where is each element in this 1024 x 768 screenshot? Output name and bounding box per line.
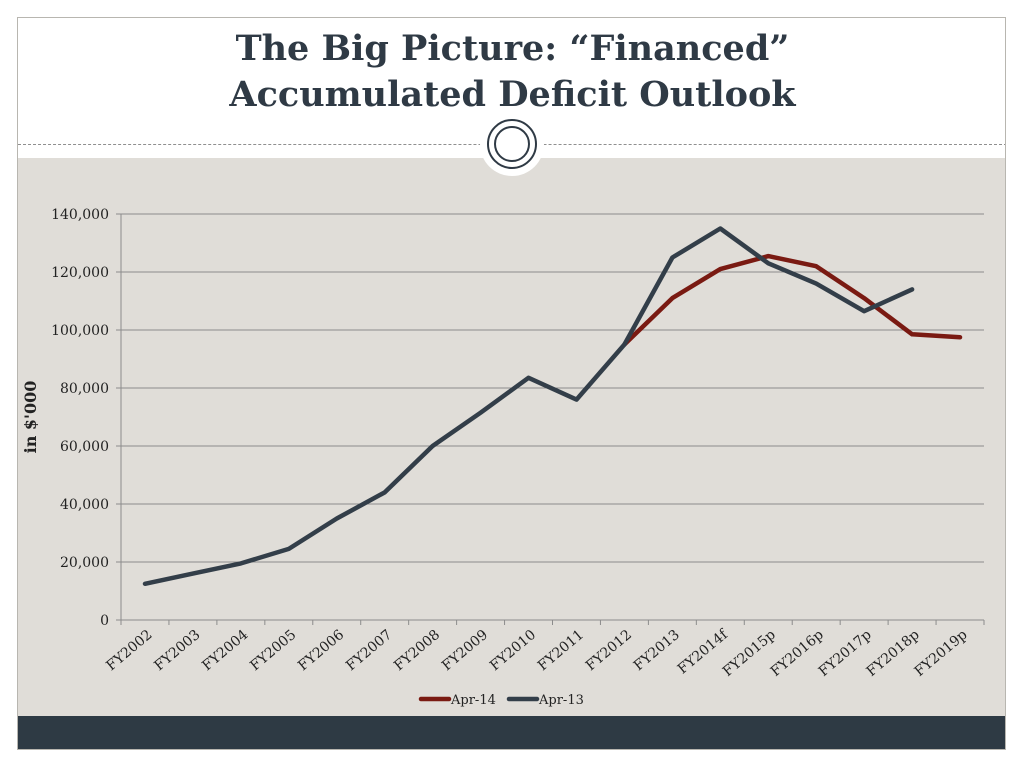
x-tick-label: FY2019p (912, 627, 971, 680)
x-tick-label: FY2003 (151, 627, 203, 674)
x-tick-label: FY2017p (816, 627, 875, 680)
x-tick-label: FY2009 (439, 627, 491, 674)
series-line-apr-14 (622, 253, 963, 347)
x-tick-label: FY2012 (583, 627, 635, 674)
y-axis-label: in $'000 (21, 381, 40, 454)
y-tick-label: 100,000 (51, 323, 109, 339)
y-tick-label: 0 (100, 613, 109, 629)
y-tick-label: 80,000 (60, 381, 109, 397)
footer-bar (18, 716, 1005, 749)
x-tick-label: FY2016p (768, 627, 827, 680)
x-tick-label: FY2006 (295, 627, 347, 674)
y-tick-label: 120,000 (51, 265, 109, 281)
slide-title-line-2: Accumulated Deficit Outlook (229, 74, 796, 115)
y-tick-label: 40,000 (60, 497, 109, 513)
gridlines (121, 213, 984, 563)
legend: Apr-14 Apr-13 (418, 693, 584, 708)
x-tick-label: FY2018p (864, 627, 923, 680)
legend-label-apr-13: Apr-13 (538, 693, 584, 708)
x-tick-label: FY2007 (343, 627, 395, 674)
axes (116, 213, 985, 625)
x-tick-label: FY2008 (391, 627, 443, 674)
series-line-apr-13 (142, 226, 915, 587)
x-tick-label: FY2011 (535, 627, 587, 674)
line-chart: 0 20,000 40,000 60,000 80,000 100,000 120,000 1… (21, 207, 985, 708)
slide: The Big Picture: “Financed” Accumulated … (17, 17, 1006, 750)
x-tick-label: FY2010 (487, 627, 539, 674)
legend-label-apr-14: Apr-14 (450, 693, 496, 708)
y-tick-label: 60,000 (60, 439, 109, 455)
emblem-icon (480, 112, 544, 176)
x-tick-label: FY2005 (247, 627, 299, 674)
x-tick-label: FY2004 (199, 627, 251, 674)
chart-panel: 0 20,000 40,000 60,000 80,000 100,000 120,000 1… (18, 158, 1005, 716)
slide-title-line-1: The Big Picture: “Financed” (235, 28, 790, 69)
y-tick-label: 140,000 (51, 207, 109, 223)
slide-title: The Big Picture: “Financed” Accumulated … (18, 26, 1005, 118)
x-tick-label: FY2015p (720, 627, 779, 680)
y-tick-label: 20,000 (60, 555, 109, 571)
series-lines (142, 226, 963, 587)
x-tick-label: FY2002 (103, 627, 155, 674)
